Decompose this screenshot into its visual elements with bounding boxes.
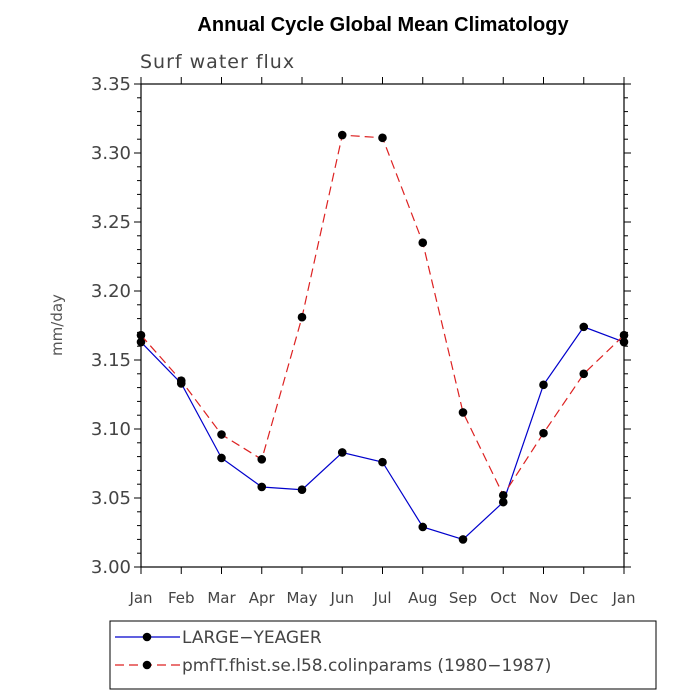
series-1-point: [378, 457, 387, 467]
x-tick-label: Feb: [168, 589, 195, 607]
series-layer: [136, 130, 629, 544]
x-tick-label: May: [286, 589, 317, 607]
legend-marker-2: [142, 660, 152, 670]
legend-box: [109, 620, 657, 690]
x-tick-label: Dec: [569, 589, 598, 607]
x-tick-label: Jan: [611, 589, 635, 607]
legend-marker-1: [142, 632, 152, 642]
series-1-point: [539, 380, 548, 390]
y-tick-label: 3.00: [91, 557, 131, 578]
series-2-point: [297, 312, 307, 322]
series-1-point: [498, 497, 508, 507]
series-1-point: [136, 337, 146, 347]
series-2-point: [418, 238, 428, 247]
x-tick-label: Nov: [529, 589, 558, 607]
y-tick-label: 3.05: [91, 488, 131, 509]
x-tick-label: Sep: [449, 589, 477, 607]
series-2-point: [176, 376, 186, 386]
series-line-1: [140, 326, 625, 541]
legend-label-2: pmfT.fhist.se.l58.colinparams (1980−1987…: [182, 656, 551, 676]
series-2-point: [217, 430, 226, 439]
series-2-point: [337, 130, 347, 140]
y-tick-label: 3.35: [91, 74, 131, 95]
x-tick-label: Apr: [249, 589, 276, 607]
series-1-point: [458, 535, 468, 544]
y-tick-label: 3.10: [91, 419, 131, 440]
series-2-point: [579, 369, 589, 379]
y-tick-label: 3.30: [91, 143, 131, 164]
x-tick-label: Jan: [128, 589, 152, 607]
y-tick-label: 3.20: [91, 281, 131, 302]
series-2-point: [378, 133, 387, 143]
chart-subtitle: Surf water flux: [140, 51, 295, 73]
series-2-point: [498, 490, 508, 500]
legend: LARGE−YEAGER pmfT.fhist.se.l58.colinparam…: [115, 628, 551, 676]
series-2-point: [257, 455, 267, 464]
series-1-point: [217, 453, 226, 463]
series-1-point: [418, 522, 428, 532]
series-1-point: [579, 322, 589, 332]
x-tick-label: Mar: [207, 589, 236, 607]
series-2-point: [136, 330, 146, 340]
series-1-point: [257, 482, 267, 492]
series-2-point: [458, 408, 468, 417]
x-tick-label: Jul: [372, 589, 391, 607]
series-line-2: [140, 134, 625, 497]
axes-layer: 3.00 3.05 3.10 3.15 3.20 3.25 3.30 3.35 Jan Feb Ma…: [91, 74, 636, 607]
legend-label-1: LARGE−YEAGER: [182, 628, 322, 648]
series-1-point: [337, 448, 347, 457]
plot-frame: [140, 83, 625, 568]
series-2-point: [619, 330, 629, 340]
x-tick-label: Aug: [408, 589, 437, 607]
chart-title: Annual Cycle Global Mean Climatology: [197, 14, 569, 36]
series-1-point: [297, 485, 307, 495]
x-tick-label: Jun: [330, 589, 354, 607]
x-tick-label: Oct: [490, 589, 516, 607]
series-1-point: [619, 337, 629, 347]
series-2-point: [539, 428, 548, 438]
y-axis-label: mm/day: [48, 294, 66, 356]
y-tick-label: 3.25: [91, 212, 131, 233]
y-tick-label: 3.15: [91, 350, 131, 371]
